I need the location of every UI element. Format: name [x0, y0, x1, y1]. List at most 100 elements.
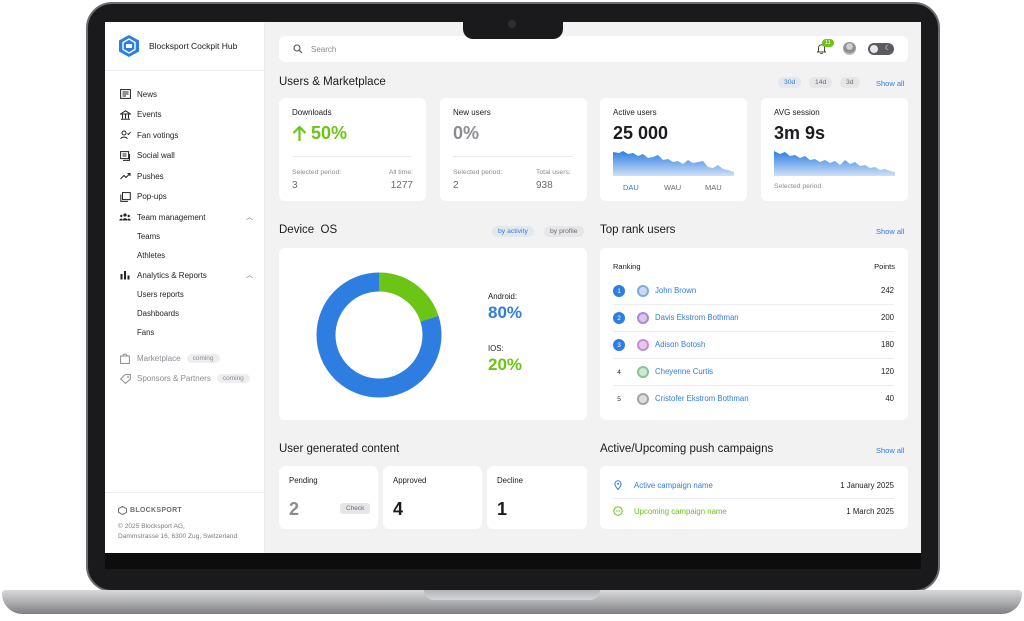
alltime-value: 1277	[390, 180, 413, 191]
selected-period-value: 3	[292, 180, 298, 191]
sidebar-subitem-dashboards[interactable]: Dashboards	[137, 309, 180, 319]
chevron-up-icon[interactable]: ︿	[246, 214, 253, 222]
footer-logo-text: BLOCKSPORT	[130, 507, 182, 514]
user-name-link[interactable]: John Brown	[655, 286, 697, 295]
table-row[interactable]: 1 John Brown 242	[613, 278, 894, 305]
period-14d[interactable]: 14d	[809, 77, 833, 88]
sidebar-item-label: Events	[137, 110, 162, 120]
sidebar-subitem-fans[interactable]: Fans	[137, 328, 155, 338]
footer-copyright: © 2025 Blocksport AG, Dammstrasse 16, 63…	[118, 522, 268, 542]
notification-count-badge: 11	[822, 39, 834, 47]
sidebar-item-fan-votings[interactable]: Fan votings	[119, 125, 259, 146]
show-all-link[interactable]: Show all	[876, 79, 905, 88]
ugc-approved-card[interactable]: Approved 4	[383, 466, 482, 529]
sidebar-subitem-users-reports[interactable]: Users reports	[137, 290, 184, 300]
copyright-text: © 2025 Blocksport AG,	[118, 523, 185, 530]
avatar	[637, 312, 649, 324]
section-title-ugc: User generated content	[279, 443, 400, 455]
divider	[453, 156, 573, 157]
selected-period-label: Selected period:	[453, 169, 503, 176]
sidebar-item-label: Analytics & Reports	[137, 270, 207, 280]
events-icon	[119, 109, 131, 121]
selected-period-value: 2	[453, 180, 459, 191]
tab-mau[interactable]: MAU	[705, 183, 722, 192]
ugc-pending-label: Pending	[289, 476, 318, 485]
alltime-label: All time:	[388, 169, 413, 176]
total-users-value: 938	[536, 180, 553, 191]
downloads-card[interactable]: Downloads 50% Selected period: 3 All tim…	[279, 98, 426, 201]
card-title: AVG session	[774, 108, 820, 117]
popups-icon	[119, 191, 131, 203]
android-label: Android:	[488, 292, 518, 301]
ugc-decline-card[interactable]: Decline 1	[487, 466, 587, 529]
divider	[105, 70, 265, 71]
user-points: 200	[880, 313, 894, 322]
toggle-by-activity[interactable]: by activity	[492, 226, 534, 237]
theme-toggle[interactable]: ☾	[868, 43, 894, 55]
section-title-push-campaigns: Active/Upcoming push campaigns	[600, 443, 774, 455]
campaign-row[interactable]: Upcoming campaign name 1 March 2025	[613, 498, 894, 523]
screen-bezel	[105, 553, 921, 569]
sidebar-item-news[interactable]: News	[119, 84, 259, 105]
user-points: 120	[880, 367, 894, 376]
brand[interactable]: Blocksport Cockpit Hub	[117, 34, 237, 58]
avg-session-card[interactable]: AVG session 3m 9s Selected period	[761, 98, 908, 201]
ugc-approved-value: 4	[393, 499, 404, 519]
section-title-device-os: Device OS	[279, 224, 338, 236]
ios-value: 20%	[488, 355, 523, 374]
rank-number: 4	[617, 368, 621, 376]
tab-dau[interactable]: DAU	[623, 183, 639, 192]
active-users-card[interactable]: Active users 25 000 DAU WAU MAU	[600, 98, 747, 201]
sidebar-item-label: Marketplace	[137, 353, 181, 363]
table-row[interactable]: 5 Cristofer Ekstrom Bothman 40	[613, 386, 894, 413]
campaign-name-link[interactable]: Active campaign name	[634, 481, 713, 490]
section-title-top-rank: Top rank users	[600, 224, 676, 236]
campaign-row[interactable]: Active campaign name 1 January 2025	[613, 473, 894, 498]
address-text: Dammstrasse 16, 6300 Zug, Switzerland	[118, 533, 238, 540]
sidebar-item-marketplace[interactable]: Marketplace coming	[119, 348, 259, 369]
new-users-card[interactable]: New users 0% Selected period: 2 Total us…	[440, 98, 587, 201]
user-name-link[interactable]: Adison Botosh	[655, 340, 706, 349]
sidebar-item-team-management[interactable]: Team management ︿	[119, 207, 259, 228]
sidebar-item-popups[interactable]: Pop-ups	[119, 187, 259, 208]
downloads-value: 50%	[292, 123, 347, 144]
card-title: Downloads	[292, 108, 332, 117]
show-all-link[interactable]: Show all	[876, 446, 905, 455]
sidebar-item-pushes[interactable]: Pushes	[119, 166, 259, 187]
sidebar-item-social-wall[interactable]: Social wall	[119, 146, 259, 167]
rank-number: 2	[613, 312, 625, 324]
ugc-pending-card[interactable]: Pending 2 Check	[279, 466, 378, 529]
campaign-date: 1 January 2025	[840, 481, 894, 490]
laptop-base-notch	[424, 590, 600, 600]
toggle-by-profile[interactable]: by profile	[544, 226, 584, 237]
user-name-link[interactable]: Cheyenne Curtis	[655, 367, 714, 376]
period-3d[interactable]: 3d	[840, 77, 860, 88]
check-button[interactable]: Check	[340, 503, 371, 514]
active-users-sparkline	[613, 151, 734, 176]
show-all-link[interactable]: Show all	[876, 227, 905, 236]
period-30d[interactable]: 30d	[778, 77, 802, 88]
camera-notch	[463, 20, 563, 39]
sidebar-subitem-teams[interactable]: Teams	[137, 232, 160, 242]
sidebar-item-sponsors[interactable]: Sponsors & Partners coming	[119, 368, 259, 389]
tab-wau[interactable]: WAU	[664, 183, 682, 192]
avatar	[637, 285, 649, 297]
sidebar-item-label: Fan votings	[137, 130, 179, 140]
card-title: New users	[453, 108, 491, 117]
sidebar-item-events[interactable]: Events	[119, 105, 259, 126]
sidebar-item-analytics[interactable]: Analytics & Reports ︿	[119, 265, 259, 286]
user-name-link[interactable]: Cristofer Ekstrom Bothman	[655, 394, 749, 403]
user-name-link[interactable]: Davis Ekstrom Bothman	[655, 313, 739, 322]
chevron-up-icon[interactable]: ︿	[246, 272, 253, 280]
avatar[interactable]	[843, 42, 856, 55]
table-row[interactable]: 4 Cheyenne Curtis 120	[613, 359, 894, 386]
coming-badge: coming	[186, 353, 220, 363]
arrow-up-icon	[292, 125, 307, 141]
sponsors-icon	[119, 373, 131, 385]
table-row[interactable]: 2 Davis Ekstrom Bothman 200	[613, 305, 894, 332]
blocksport-mark-icon	[118, 506, 127, 515]
sidebar-subitem-athletes[interactable]: Athletes	[137, 251, 166, 261]
search-input[interactable]	[311, 42, 611, 56]
table-row[interactable]: 3 Adison Botosh 180	[613, 332, 894, 359]
campaign-name-link[interactable]: Upcoming campaign name	[634, 507, 727, 516]
